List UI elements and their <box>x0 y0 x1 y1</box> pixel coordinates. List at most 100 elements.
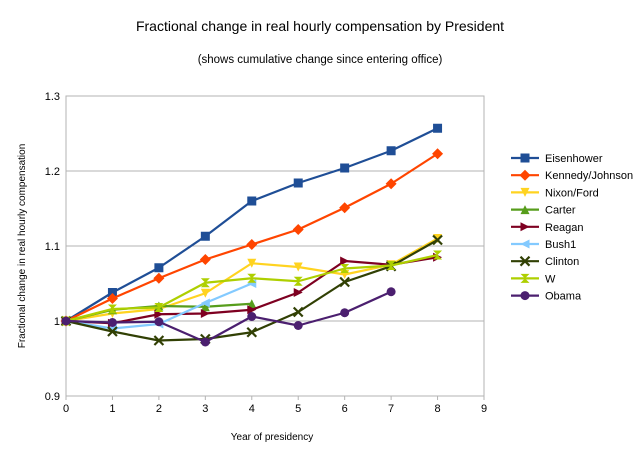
legend-item-w: W <box>511 273 556 285</box>
data-point-w <box>433 250 443 260</box>
series-line-clinton <box>65 239 439 342</box>
data-point-kennedy-johnson <box>246 239 258 250</box>
data-point-w <box>200 278 210 288</box>
y-axis: 0.9 1 1.1 1.2 1.3 <box>45 91 60 403</box>
legend-item-bush1: Bush1 <box>511 239 576 251</box>
plot-area <box>65 95 485 397</box>
legend-label: Eisenhower <box>545 153 603 165</box>
legend-marker <box>519 255 531 267</box>
data-point-kennedy-johnson <box>153 272 165 284</box>
x-tick-label: 6 <box>342 403 348 415</box>
x-tick-label: 5 <box>295 403 301 415</box>
legend-marker <box>520 291 530 301</box>
chart-title: Fractional change in real hourly compens… <box>136 18 504 34</box>
x-tick-label: 2 <box>156 403 162 415</box>
legend-label: W <box>545 273 556 285</box>
data-point-kennedy-johnson <box>339 202 351 214</box>
data-point-eisenhower <box>200 231 210 241</box>
x-tick-label: 3 <box>202 403 208 415</box>
legend: Eisenhower Kennedy/Johnson Nixon/Ford Carte… <box>511 153 633 303</box>
legend-label: Obama <box>545 291 582 303</box>
x-tick-label: 1 <box>109 403 115 415</box>
data-point-kennedy-johnson <box>432 148 444 160</box>
legend-marker <box>520 205 530 215</box>
y-tick-label: 0.9 <box>45 391 60 403</box>
x-tick-label: 0 <box>63 403 69 415</box>
data-point-obama <box>340 308 350 318</box>
data-point-kennedy-johnson <box>292 224 304 235</box>
legend-marker <box>520 222 530 232</box>
y-tick-label: 1.1 <box>45 241 60 253</box>
data-point-nixon-ford <box>247 258 257 268</box>
x-tick-label: 7 <box>388 403 394 415</box>
legend-label: Clinton <box>545 256 579 268</box>
y-tick-label: 1.2 <box>45 166 60 178</box>
data-point-clinton <box>339 276 350 288</box>
data-point-clinton <box>153 335 165 346</box>
data-point-nixon-ford <box>293 262 303 272</box>
legend-item-nixon-ford: Nixon/Ford <box>511 187 599 199</box>
legend-item-obama: Obama <box>511 291 582 303</box>
y-axis-title: Fractional change in real hourly compens… <box>17 144 28 349</box>
legend-label: Bush1 <box>545 239 576 251</box>
data-point-eisenhower <box>107 288 117 297</box>
y-tick-label: 1 <box>54 316 60 328</box>
data-point-reagan <box>293 288 303 297</box>
x-tick-label: 9 <box>481 403 487 415</box>
data-point-nixon-ford <box>200 288 210 298</box>
x-tick-label: 8 <box>434 403 440 415</box>
x-tick-label: 4 <box>249 403 255 415</box>
data-point-obama <box>61 316 71 326</box>
legend-marker <box>520 187 530 197</box>
chart-subtitle: (shows cumulative change since entering … <box>198 54 443 66</box>
data-point-eisenhower <box>340 163 350 173</box>
data-point-eisenhower <box>247 196 257 206</box>
data-point-reagan <box>247 305 257 315</box>
legend-item-kennedy-johnson: Kennedy/Johnson <box>511 169 633 182</box>
data-point-eisenhower <box>154 263 164 273</box>
data-point-eisenhower <box>433 123 443 133</box>
data-point-obama <box>154 317 164 327</box>
data-point-eisenhower <box>386 146 396 156</box>
data-point-reagan <box>200 309 210 318</box>
legend-label: Reagan <box>545 222 584 234</box>
legend-marker <box>520 239 530 249</box>
data-point-carter <box>247 299 257 309</box>
legend-label: Carter <box>545 205 576 217</box>
data-point-w <box>340 264 350 273</box>
y-tick-label: 1.3 <box>45 91 60 103</box>
series-line-eisenhower <box>65 127 439 322</box>
data-point-kennedy-johnson <box>385 178 397 190</box>
data-point-w <box>247 273 257 283</box>
gridlines <box>66 95 484 397</box>
legend-marker <box>519 169 531 181</box>
data-point-obama <box>293 321 303 330</box>
data-point-kennedy-johnson <box>199 254 211 265</box>
data-point-obama <box>247 312 257 321</box>
data-point-w <box>293 276 303 286</box>
legend-item-carter: Carter <box>511 205 576 217</box>
data-point-w <box>154 303 164 312</box>
series-obama <box>61 287 396 347</box>
x-axis-title: Year of presidency <box>231 432 313 443</box>
data-point-reagan <box>340 256 350 266</box>
data-point-obama <box>200 337 210 347</box>
legend-item-reagan: Reagan <box>511 222 584 234</box>
data-point-eisenhower <box>293 178 303 188</box>
data-point-bush1 <box>200 298 210 308</box>
legend-item-clinton: Clinton <box>511 255 579 268</box>
legend-label: Nixon/Ford <box>545 187 599 199</box>
legend-marker <box>520 153 530 163</box>
data-point-w <box>107 304 117 314</box>
data-point-kennedy-johnson <box>106 293 118 304</box>
data-point-clinton <box>246 326 258 338</box>
series-line-obama <box>65 290 392 344</box>
data-point-clinton <box>107 326 118 337</box>
legend-label: Kennedy/Johnson <box>545 170 633 182</box>
series-w <box>61 250 443 326</box>
data-point-obama <box>107 318 117 327</box>
series-layer <box>60 123 444 347</box>
legend-marker <box>520 273 530 283</box>
data-point-clinton <box>432 234 443 246</box>
